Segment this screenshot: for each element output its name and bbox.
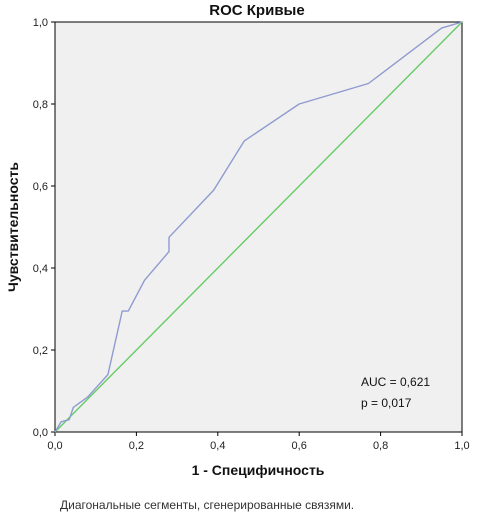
ticks-layer: 0,0 0,2 0,4 0,6 0,8 1,0 0,0 0,2 0,4 0,6 0,8 1,0 <box>33 17 470 452</box>
x-tick-label: 1,0 <box>454 440 469 452</box>
y-axis-label: Чувствительность <box>5 162 21 292</box>
x-tick-label: 0,0 <box>47 440 62 452</box>
y-tick-label: 0,2 <box>33 345 48 357</box>
x-tick-label: 0,2 <box>129 440 144 452</box>
x-tick-label: 0,6 <box>292 440 307 452</box>
chart-title: ROC Кривые <box>209 2 304 19</box>
y-tick-label: 0,6 <box>33 181 48 193</box>
y-tick-label: 1,0 <box>33 17 48 29</box>
y-tick-label: 0,4 <box>33 263 48 275</box>
series-layer <box>54 21 463 433</box>
y-tick-label: 0,0 <box>33 427 48 439</box>
roc-curve-line <box>54 21 463 433</box>
p-value-annotation: p = 0,017 <box>361 396 412 410</box>
x-tick-label: 0,4 <box>210 440 225 452</box>
footnote: Диагональные сегменты, сгенерированные с… <box>60 498 354 512</box>
auc-annotation: AUC = 0,621 <box>361 375 430 389</box>
reference-diagonal-line <box>54 21 463 433</box>
y-tick-label: 0,8 <box>33 99 48 111</box>
x-axis-label: 1 - Специфичность <box>192 462 325 478</box>
x-tick-label: 0,8 <box>373 440 388 452</box>
